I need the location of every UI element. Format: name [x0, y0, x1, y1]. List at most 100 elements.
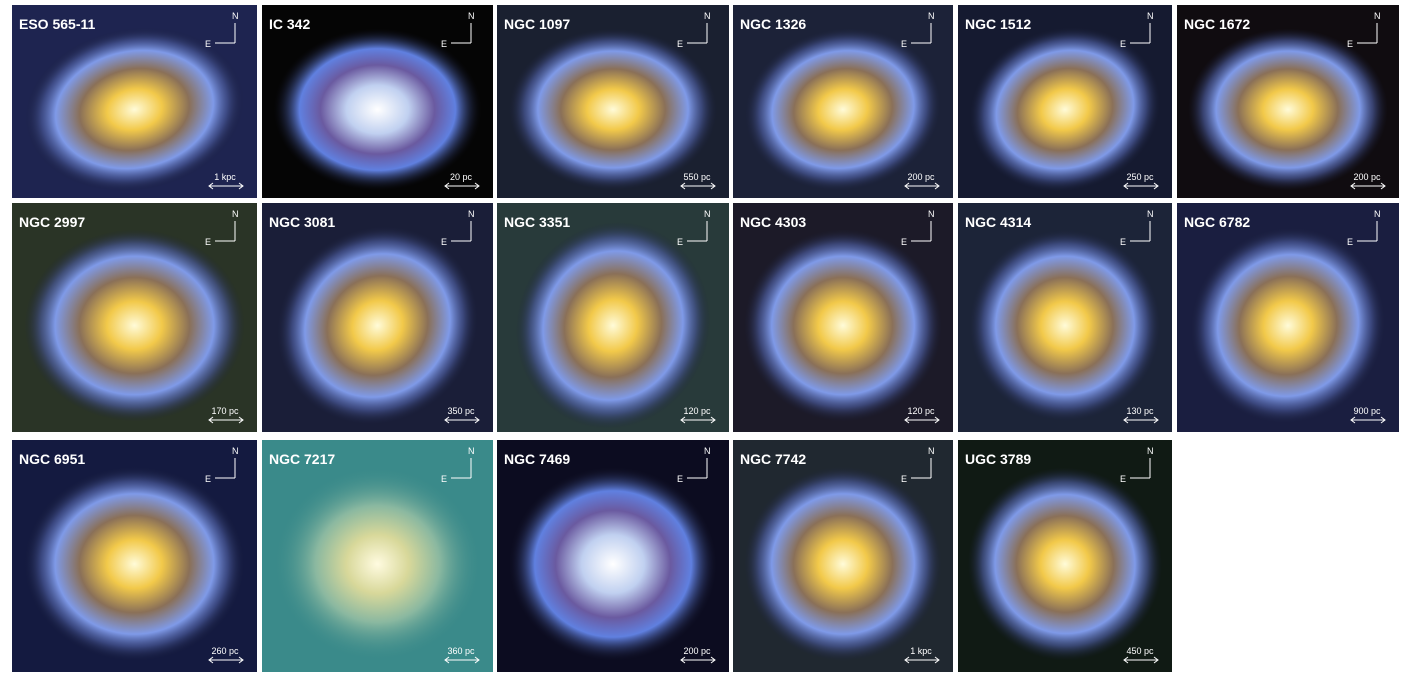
panel-label: NGC 1326 — [740, 16, 806, 32]
panel: ESO 565-11 N E 1 kpc — [12, 5, 257, 198]
panel: NGC 3081 N E 350 pc — [262, 203, 493, 432]
panel-label: NGC 3351 — [504, 214, 570, 230]
panel: NGC 4314 N E 130 pc — [958, 203, 1172, 432]
panel-label: NGC 7742 — [740, 451, 806, 467]
scale-label: 360 pc — [447, 646, 475, 656]
scale-label: 200 pc — [683, 646, 711, 656]
panel-label: NGC 1672 — [1184, 16, 1250, 32]
scale-label: 900 pc — [1353, 406, 1381, 416]
scale-arrowheads — [208, 182, 244, 190]
scale-arrowheads — [680, 656, 716, 664]
scale-arrowheads — [904, 182, 940, 190]
panel-label: NGC 6951 — [19, 451, 85, 467]
panel: NGC 7217 N E 360 pc — [262, 440, 493, 672]
galaxy — [967, 467, 1163, 661]
panel-label: NGC 2997 — [19, 214, 85, 230]
compass-east: E — [1120, 474, 1126, 484]
panel: NGC 3351 N E 120 pc — [497, 203, 729, 432]
compass-north: N — [704, 446, 711, 456]
scale-arrowheads — [1123, 416, 1159, 424]
galaxy — [25, 27, 244, 192]
scale-arrowheads — [1123, 182, 1159, 190]
scale-label: 20 pc — [450, 172, 473, 182]
scale-arrowheads — [444, 656, 480, 664]
compass-east: E — [901, 39, 907, 49]
panel-label: IC 342 — [269, 16, 310, 32]
galaxy — [744, 27, 942, 192]
panel: NGC 1326 N E 200 pc — [733, 5, 953, 198]
scale-arrowheads — [208, 656, 244, 664]
compass-north: N — [232, 209, 239, 219]
galaxy — [508, 466, 718, 662]
scale-label: 120 pc — [683, 406, 711, 416]
panel-label: UGC 3789 — [965, 451, 1031, 467]
compass-north: N — [1374, 11, 1381, 21]
compass-east: E — [205, 39, 211, 49]
scale-label: 120 pc — [907, 406, 935, 416]
compass-north: N — [1147, 209, 1154, 219]
scale-arrowheads — [208, 416, 244, 424]
compass-north: N — [928, 11, 935, 21]
panel-label: NGC 4314 — [965, 214, 1031, 230]
scale-arrowheads — [444, 416, 480, 424]
compass-east: E — [677, 237, 683, 247]
scale-label: 250 pc — [1126, 172, 1154, 182]
compass-east: E — [677, 39, 683, 49]
panel-label: NGC 7469 — [504, 451, 570, 467]
compass-east: E — [677, 474, 683, 484]
compass-north: N — [468, 209, 475, 219]
scale-arrowheads — [444, 182, 480, 190]
panel: UGC 3789 N E 450 pc — [958, 440, 1172, 672]
compass-north: N — [704, 209, 711, 219]
galaxy — [1190, 227, 1386, 424]
compass-east: E — [1120, 237, 1126, 247]
compass-north: N — [928, 209, 935, 219]
panel: IC 342 N E 20 pc — [262, 5, 493, 198]
scale-label: 550 pc — [683, 172, 711, 182]
panel-label: ESO 565-11 — [19, 16, 95, 32]
galaxy — [276, 226, 479, 425]
scale-label: 170 pc — [211, 406, 239, 416]
panel: NGC 2997 N E 170 pc — [12, 203, 257, 432]
panel-label: NGC 3081 — [269, 214, 335, 230]
scale-label: 450 pc — [1126, 646, 1154, 656]
galaxy — [744, 229, 942, 422]
compass-north: N — [232, 446, 239, 456]
scale-arrowheads — [680, 416, 716, 424]
compass-east: E — [205, 237, 211, 247]
compass-east: E — [1347, 39, 1353, 49]
scale-arrowheads — [904, 656, 940, 664]
compass-north: N — [1147, 446, 1154, 456]
compass-north: N — [1374, 209, 1381, 219]
scale-arrowheads — [1350, 182, 1386, 190]
scale-label: 200 pc — [907, 172, 935, 182]
compass-east: E — [1120, 39, 1126, 49]
scale-arrowheads — [1350, 416, 1386, 424]
panel-label: NGC 6782 — [1184, 214, 1250, 230]
galaxy — [1188, 28, 1388, 191]
compass-north: N — [468, 11, 475, 21]
panel: NGC 4303 N E 120 pc — [733, 203, 953, 432]
galaxy — [273, 466, 482, 662]
galaxy — [515, 222, 711, 429]
compass-east: E — [901, 237, 907, 247]
compass-north: N — [928, 446, 935, 456]
compass-north: N — [232, 11, 239, 21]
panel: NGC 7469 N E 200 pc — [497, 440, 729, 672]
compass-east: E — [1347, 237, 1353, 247]
compass-east: E — [205, 474, 211, 484]
compass-east: E — [441, 237, 447, 247]
panel: NGC 6951 N E 260 pc — [12, 440, 257, 672]
compass-north: N — [1147, 11, 1154, 21]
scale-label: 350 pc — [447, 406, 475, 416]
panel: NGC 6782 N E 900 pc — [1177, 203, 1399, 432]
scale-arrowheads — [904, 416, 940, 424]
galaxy — [744, 466, 942, 662]
panel: NGC 1672 N E 200 pc — [1177, 5, 1399, 198]
panel-label: NGC 1512 — [965, 16, 1031, 32]
scale-label: 200 pc — [1353, 172, 1381, 182]
scale-arrowheads — [1123, 656, 1159, 664]
galaxy — [273, 28, 482, 191]
